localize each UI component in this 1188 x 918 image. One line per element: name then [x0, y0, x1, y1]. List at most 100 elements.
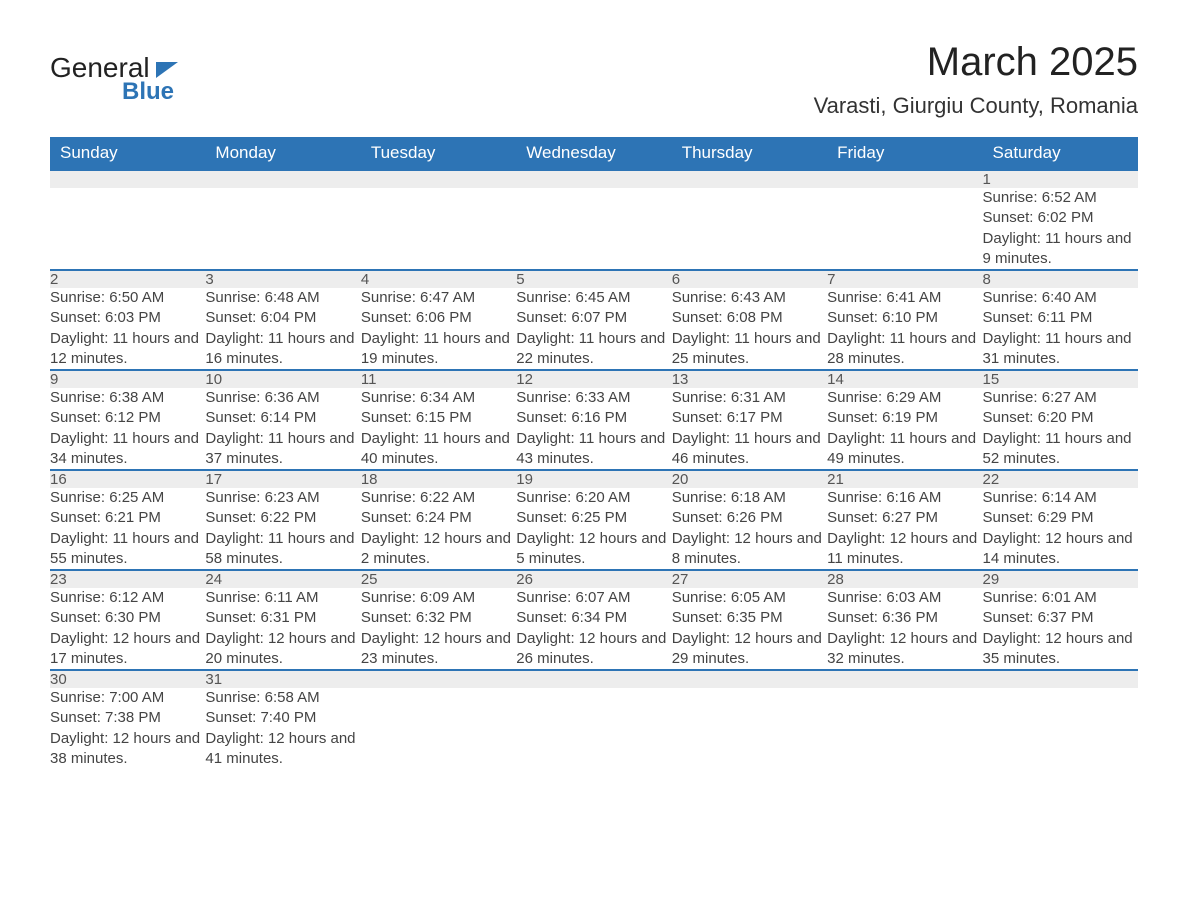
sunset: Sunset: 6:16 PM [516, 408, 671, 428]
day-number-cell: 11 [361, 370, 516, 388]
day-number-cell [50, 170, 205, 188]
sunrise: Sunrise: 6:34 AM [361, 388, 516, 408]
sunrise-label: Sunrise: [205, 589, 260, 606]
sunrise-label: Sunrise: [516, 289, 571, 306]
sunset: Sunset: 6:27 PM [827, 508, 982, 528]
sunrise-label: Sunrise: [672, 589, 727, 606]
daylight: Daylight: 12 hours and 2 minutes. [361, 529, 516, 570]
sunset-label: Sunset: [50, 609, 101, 626]
daylight-label: Daylight: [983, 430, 1041, 447]
day-number-cell [672, 670, 827, 688]
sunrise-value: 6:40 AM [1042, 289, 1097, 306]
sunset-value: 6:19 PM [882, 409, 938, 426]
daylight-label: Daylight: [516, 630, 574, 647]
daylight: Daylight: 12 hours and 35 minutes. [983, 629, 1138, 670]
day-detail-cell: Sunrise: 6:34 AMSunset: 6:15 PMDaylight:… [361, 388, 516, 470]
sunset-label: Sunset: [672, 609, 723, 626]
day-detail-row: Sunrise: 6:25 AMSunset: 6:21 PMDaylight:… [50, 488, 1138, 570]
day-number-row: 16171819202122 [50, 470, 1138, 488]
page-header: General Blue March 2025 Varasti, Giurgiu… [50, 40, 1138, 119]
sunset-label: Sunset: [827, 409, 878, 426]
sunrise-label: Sunrise: [361, 289, 416, 306]
sunrise: Sunrise: 6:25 AM [50, 488, 205, 508]
day-detail-cell [827, 688, 982, 769]
sunset-label: Sunset: [205, 309, 256, 326]
sunset-value: 6:20 PM [1038, 409, 1094, 426]
sunset-value: 6:30 PM [105, 609, 161, 626]
day-detail-cell: Sunrise: 6:58 AMSunset: 7:40 PMDaylight:… [205, 688, 360, 769]
sunrise-value: 6:01 AM [1042, 589, 1097, 606]
day-number-cell [672, 170, 827, 188]
sunrise-value: 6:27 AM [1042, 389, 1097, 406]
sunrise-value: 6:52 AM [1042, 189, 1097, 206]
daylight: Daylight: 11 hours and 58 minutes. [205, 529, 360, 570]
sunset-value: 7:38 PM [105, 709, 161, 726]
sunrise: Sunrise: 6:47 AM [361, 288, 516, 308]
sunset-value: 6:08 PM [727, 309, 783, 326]
sunset-label: Sunset: [983, 609, 1034, 626]
daylight: Daylight: 11 hours and 12 minutes. [50, 329, 205, 370]
sunset-value: 6:02 PM [1038, 209, 1094, 226]
day-detail-cell: Sunrise: 6:29 AMSunset: 6:19 PM Daylight:… [827, 388, 982, 470]
day-number-cell: 3 [205, 270, 360, 288]
sunset-value: 6:29 PM [1038, 509, 1094, 526]
logo-text-line2: Blue [122, 78, 178, 106]
daylight-label: Daylight: [983, 330, 1041, 347]
daylight-label: Daylight: [205, 730, 263, 747]
day-detail-cell [827, 188, 982, 270]
weekday-header: Monday [205, 137, 360, 170]
sunrise-label: Sunrise: [50, 489, 105, 506]
day-detail-cell [983, 688, 1138, 769]
daylight: Daylight: 11 hours and 40 minutes. [361, 429, 516, 470]
daylight: Daylight: 11 hours and 34 minutes. [50, 429, 205, 470]
sunset-label: Sunset: [516, 509, 567, 526]
day-detail-cell: Sunrise: 6:05 AMSunset: 6:35 PMDaylight:… [672, 588, 827, 670]
sunrise-label: Sunrise: [983, 189, 1038, 206]
day-number-cell: 21 [827, 470, 982, 488]
sunrise-label: Sunrise: [827, 489, 882, 506]
calendar-table: SundayMondayTuesdayWednesdayThursdayFrid… [50, 137, 1138, 769]
sunrise: Sunrise: 6:11 AM [205, 588, 360, 608]
sunrise-label: Sunrise: [983, 289, 1038, 306]
day-detail-cell [205, 188, 360, 270]
sunrise-value: 6:18 AM [731, 489, 786, 506]
sunrise: Sunrise: 6:07 AM [516, 588, 671, 608]
sunrise: Sunrise: 6:31 AM [672, 388, 827, 408]
daylight: Daylight: 12 hours and 14 minutes. [983, 529, 1138, 570]
weekday-header: Saturday [983, 137, 1138, 170]
sunrise: Sunrise: 6:27 AM [983, 388, 1138, 408]
daylight-label: Daylight: [827, 430, 885, 447]
day-detail-cell [361, 688, 516, 769]
daylight: Daylight: 11 hours and 28 minutes. [827, 329, 982, 370]
daylight-label: Daylight: [983, 630, 1041, 647]
sunset-label: Sunset: [205, 509, 256, 526]
day-detail-cell: Sunrise: 6:25 AMSunset: 6:21 PMDaylight:… [50, 488, 205, 570]
daylight-label: Daylight: [983, 230, 1041, 247]
day-detail-cell: Sunrise: 6:47 AMSunset: 6:06 PMDaylight:… [361, 288, 516, 370]
day-detail-cell: Sunrise: 6:31 AMSunset: 6:17 PMDaylight:… [672, 388, 827, 470]
day-detail-cell: Sunrise: 6:38 AMSunset: 6:12 PMDaylight:… [50, 388, 205, 470]
sunrise: Sunrise: 6:40 AM [983, 288, 1138, 308]
sunset: Sunset: 6:34 PM [516, 608, 671, 628]
daylight: Daylight: 11 hours and 52 minutes. [983, 429, 1138, 470]
daylight-label: Daylight: [672, 630, 730, 647]
day-number-cell [361, 670, 516, 688]
sunrise: Sunrise: 7:00 AM [50, 688, 205, 708]
sunset: Sunset: 6:04 PM [205, 308, 360, 328]
sunset-label: Sunset: [983, 409, 1034, 426]
sunrise-label: Sunrise: [672, 289, 727, 306]
sunrise-value: 6:12 AM [109, 589, 164, 606]
sunrise: Sunrise: 6:29 AM [827, 388, 982, 408]
sunrise-label: Sunrise: [361, 389, 416, 406]
sunrise-label: Sunrise: [205, 489, 260, 506]
sunrise-value: 6:16 AM [886, 489, 941, 506]
sunset-label: Sunset: [205, 609, 256, 626]
day-detail-cell: Sunrise: 6:40 AMSunset: 6:11 PMDaylight:… [983, 288, 1138, 370]
sunrise-value: 6:50 AM [109, 289, 164, 306]
location-subtitle: Varasti, Giurgiu County, Romania [814, 93, 1138, 119]
day-detail-cell: Sunrise: 6:18 AMSunset: 6:26 PMDaylight:… [672, 488, 827, 570]
sunset: Sunset: 6:25 PM [516, 508, 671, 528]
sunset-value: 6:11 PM [1038, 309, 1093, 326]
day-detail-cell [672, 188, 827, 270]
day-detail-cell: Sunrise: 6:16 AMSunset: 6:27 PMDaylight:… [827, 488, 982, 570]
